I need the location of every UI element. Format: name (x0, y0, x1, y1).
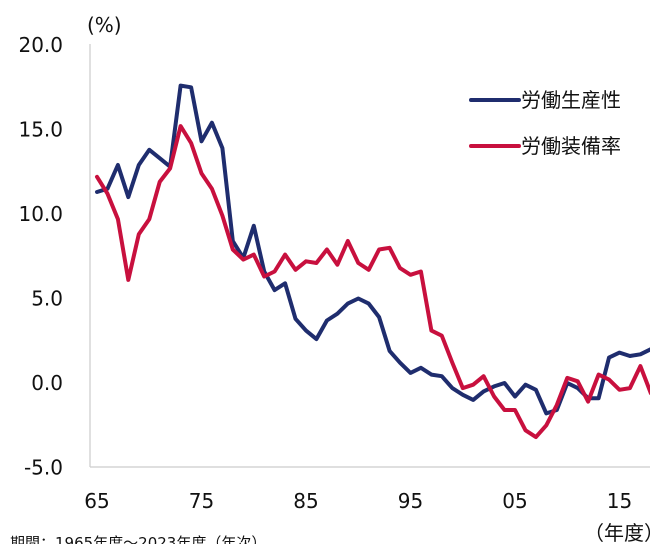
series-lines (95, 83, 650, 440)
y-unit-label: (%) (87, 13, 122, 37)
x-tick-label: 15 (607, 489, 632, 513)
y-tick-label: 0.0 (31, 371, 63, 395)
y-tick-labels: 20.0 15.0 10.0 5.0 0.0 -5.0 (18, 33, 63, 480)
x-tick-label: 95 (398, 489, 423, 513)
legend-label: 労働生産性 (521, 88, 621, 112)
x-tick-label: 65 (84, 489, 109, 513)
y-tick-label: 5.0 (31, 287, 63, 311)
y-tick-label: 10.0 (18, 202, 63, 226)
x-tick-label: 85 (293, 489, 318, 513)
series-line-2 (95, 124, 650, 440)
legend-label: 労働装備率 (521, 134, 621, 158)
x-tick-label: 75 (189, 489, 214, 513)
x-tick-labels: 65 75 85 95 05 15 (84, 489, 632, 513)
x-unit-label: （年度） (584, 521, 650, 544)
series-line-1 (95, 83, 650, 416)
y-tick-label: 15.0 (18, 118, 63, 142)
y-tick-label: -5.0 (24, 456, 63, 480)
y-tick-label: 20.0 (18, 33, 63, 57)
period-note: 期間：1965年度～2023年度（年次） (10, 534, 266, 544)
x-tick-label: 05 (502, 489, 527, 513)
